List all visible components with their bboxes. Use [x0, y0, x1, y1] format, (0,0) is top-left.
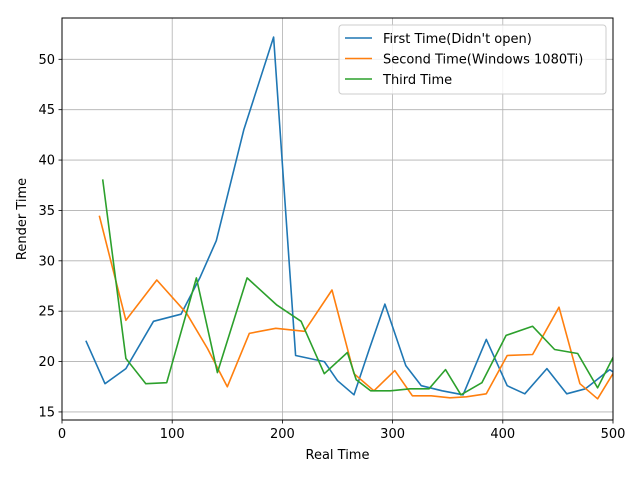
series-lines: [85, 36, 613, 400]
x-tick-label: 100: [160, 427, 185, 442]
y-tick-label: 20: [38, 355, 55, 370]
x-tick-label: 400: [490, 427, 515, 442]
plot-frame: [61, 17, 614, 421]
x-tick-label: 0: [58, 427, 66, 442]
series-line-3: [101, 179, 613, 396]
y-tick-label: 40: [38, 154, 55, 169]
x-tick-label: 500: [601, 427, 626, 442]
y-tick-label: 30: [38, 254, 55, 269]
axis-ticks: 0 100 200 300 400 500 15 20 25 30 35 40 45 50: [38, 53, 625, 442]
series-line-1: [85, 36, 613, 396]
y-tick-label: 50: [38, 53, 55, 68]
x-tick-label: 300: [380, 427, 405, 442]
legend-box: [338, 24, 607, 95]
y-tick-label: 25: [38, 305, 55, 320]
y-tick-label: 15: [38, 405, 55, 420]
grid-lines: [61, 18, 614, 420]
legend-label-1: First Time(Didn't open): [383, 32, 532, 47]
legend: First Time(Didn't open) Second Time(Windo…: [338, 24, 607, 95]
y-tick-label: 35: [38, 204, 55, 219]
y-tick-label: 45: [38, 103, 55, 118]
series-line-2: [98, 215, 613, 400]
x-tick-label: 200: [270, 427, 295, 442]
y-axis-label: Render Time: [15, 178, 30, 260]
legend-label-2: Second Time(Windows 1080Ti): [383, 53, 583, 68]
x-axis-label: Real Time: [306, 448, 370, 463]
legend-label-3: Third Time: [382, 73, 452, 88]
